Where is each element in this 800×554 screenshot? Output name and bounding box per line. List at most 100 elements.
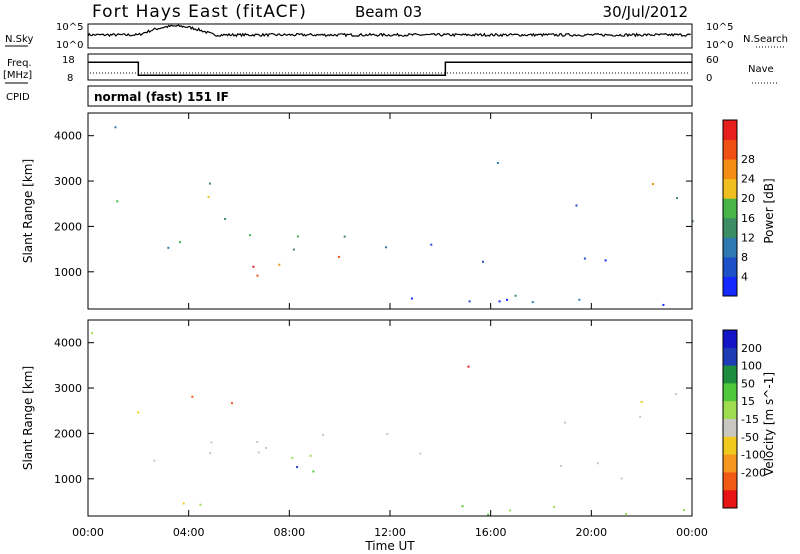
colorbar-tick: 16	[741, 212, 755, 225]
xtick-label: 04:00	[173, 526, 205, 539]
noise-ytick-right-bottom: 10^0	[706, 40, 733, 51]
velocity-point	[640, 400, 643, 403]
power-point	[496, 161, 499, 164]
noise-ytick-left-bottom: 10^0	[56, 40, 83, 51]
colorbar-segment	[723, 256, 737, 277]
colorbar-tick: 24	[741, 173, 755, 186]
noise-frame	[87, 23, 693, 49]
colorbar-tick: 8	[741, 251, 748, 264]
power-point	[514, 294, 517, 297]
cpid-text: normal (fast) 151 IF	[94, 90, 229, 104]
noise-ytick-left-top: 10^5	[56, 22, 83, 33]
power-point	[691, 220, 694, 223]
velocity-point	[675, 393, 678, 396]
colorbar-tick: 200	[741, 342, 762, 355]
velocity-point	[553, 505, 556, 508]
power-point	[662, 303, 665, 306]
xtick-label: 08:00	[273, 526, 305, 539]
colorbar-segment	[723, 178, 737, 199]
colorbar-tick: -200	[741, 466, 766, 479]
velocity-point	[386, 433, 389, 436]
velocity-point	[199, 503, 202, 506]
ytick-label: 2000	[54, 220, 82, 233]
velocity-point	[508, 509, 511, 512]
velocity-point	[309, 454, 312, 457]
power-point	[583, 257, 586, 260]
power-point	[675, 197, 678, 200]
velocity-point	[137, 411, 140, 414]
velocity-point	[487, 513, 490, 516]
frequency-panel: 18 8 60 0	[62, 53, 719, 84]
noise-series-line	[87, 24, 691, 38]
freq-ytick-top: 18	[62, 55, 75, 66]
freq-frame	[87, 53, 693, 81]
nsky-label: N.Sky	[5, 34, 33, 45]
power-point	[430, 243, 433, 246]
freq-ytick-bottom: 8	[67, 73, 73, 84]
ytick-label: 1000	[54, 473, 82, 486]
xtick-label: 00:00	[72, 526, 104, 539]
velocity-point	[596, 462, 599, 465]
velocity-scatter	[91, 332, 685, 516]
freq-label: Freq.	[7, 58, 32, 69]
xtick-label: 20:00	[575, 526, 607, 539]
colorbar-frame	[722, 329, 738, 509]
xtick-label: 00:00	[676, 526, 708, 539]
velocity-point	[91, 332, 94, 335]
power-point	[498, 300, 501, 303]
velocity-point	[191, 395, 194, 398]
colorbar-tick: 15	[741, 395, 755, 408]
power-point	[292, 248, 295, 251]
power-point	[604, 259, 607, 262]
power-colorbar-label: Power [dB]	[762, 178, 776, 243]
power-point	[167, 246, 170, 249]
station-title: Fort Hays East (fitACF)	[92, 2, 307, 22]
colorbar-segment	[723, 276, 737, 297]
ytick-label: 3000	[54, 175, 82, 188]
colorbar-segment	[723, 401, 737, 420]
power-point	[178, 241, 181, 244]
colorbar-segment	[723, 347, 737, 367]
power-point	[468, 300, 471, 303]
nave-label: Nave	[748, 64, 774, 75]
velocity-point	[639, 415, 642, 418]
power-colorbar: 4 8 12 16 20 24 28	[722, 119, 755, 297]
noise-trace	[87, 24, 691, 38]
velocity-frame	[87, 319, 693, 517]
power-scatter	[114, 126, 694, 306]
power-point	[296, 235, 299, 238]
colorbar-segment	[723, 365, 737, 384]
power-point	[224, 217, 227, 220]
power-point	[343, 235, 346, 238]
power-point	[410, 297, 413, 300]
freq-unit-label: [MHz]	[3, 70, 32, 81]
velocity-point	[210, 441, 213, 444]
power-point	[651, 183, 654, 186]
velocity-point	[264, 446, 267, 449]
power-point	[385, 246, 388, 249]
colorbar-segment	[723, 490, 737, 509]
ytick-label: 2000	[54, 427, 82, 440]
colorbar-segment	[723, 419, 737, 438]
velocity-point	[182, 502, 185, 505]
velocity-point	[257, 451, 260, 454]
nave-ytick-top: 60	[706, 55, 719, 66]
velocity-colorbar-label: Velocity [m s^-1]	[762, 372, 776, 476]
colorbar-segment	[723, 139, 737, 160]
velocity-point	[560, 465, 563, 468]
noise-panel: 10^5 10^0 10^5 10^0	[56, 22, 733, 51]
velocity-point	[153, 459, 156, 462]
colorbar-segment	[723, 472, 737, 491]
beam-label: Beam 03	[355, 3, 422, 21]
velocity-point	[291, 456, 294, 459]
power-yaxis: 1000 2000 3000 4000	[54, 130, 692, 279]
nsearch-label: N.Search	[743, 34, 788, 45]
colorbar-segment	[723, 454, 737, 473]
xtick-label: 12:00	[374, 526, 406, 539]
colorbar-frame	[722, 119, 738, 297]
colorbar-tick: 50	[741, 377, 755, 390]
power-point	[252, 265, 255, 268]
velocity-point	[620, 477, 623, 480]
colorbar-segment	[723, 237, 737, 258]
